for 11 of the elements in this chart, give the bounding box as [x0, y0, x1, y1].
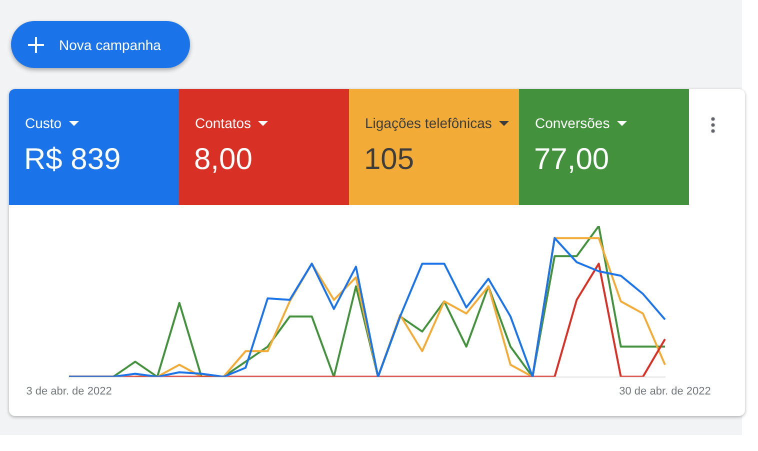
x-tick-label: 3 de abr. de 2022 — [26, 385, 112, 398]
text: Custo — [25, 115, 62, 131]
text: 105 — [364, 143, 414, 177]
text: Conversões — [535, 115, 610, 131]
text: 8,00 — [194, 143, 252, 177]
text: R$ 839 — [24, 143, 121, 177]
text: Ligações telefônicas — [365, 115, 492, 131]
x-tick-label: 30 de abr. de 2022 — [619, 385, 711, 398]
text: Contatos — [195, 115, 252, 131]
text: 77,00 — [534, 143, 610, 177]
text: Nova campanha — [59, 36, 161, 52]
